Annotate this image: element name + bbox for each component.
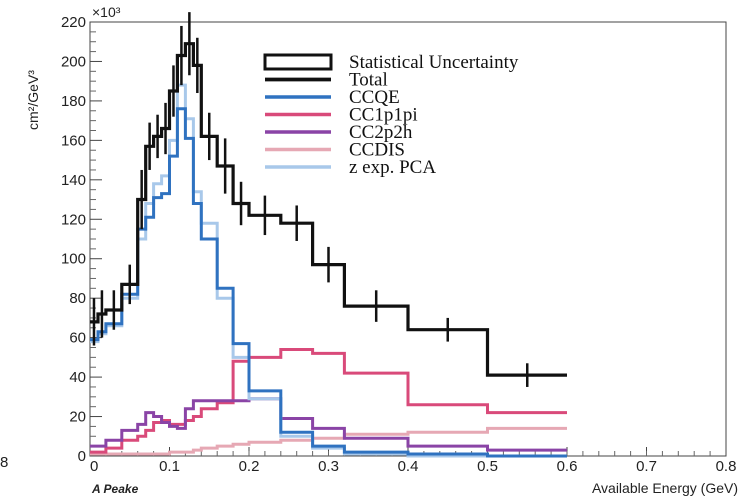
y-tick-label: 200 — [61, 53, 86, 70]
error-bars — [92, 12, 529, 387]
series-total-line — [90, 42, 567, 377]
legend-label: CC2p2h — [349, 122, 413, 143]
legend-label: CC1p1pi — [349, 105, 418, 126]
x-tick-label: 0.4 — [398, 458, 419, 475]
x-tick-label: 0.6 — [557, 458, 578, 475]
y-multiplier: ×10³ — [92, 4, 121, 20]
x-tick-label: 0.7 — [636, 458, 657, 475]
legend-label: z exp. PCA — [349, 157, 436, 178]
series-ccqe-line — [90, 107, 567, 458]
y-tick-label: 100 — [61, 251, 86, 268]
legend-label: CCDIS — [349, 140, 405, 161]
edge-label: 8 — [0, 454, 8, 471]
legend-label: Statistical Uncertainty — [349, 52, 519, 73]
x-tick-label: 0.8 — [716, 458, 737, 475]
axis-ticks: 0 0.1 0.2 0.3 0.4 0.5 0.6 0.7 0.8 0 20 40 60 80 100 120… — [61, 14, 736, 475]
y-tick-label: 60 — [69, 330, 86, 347]
legend-label: CCQE — [349, 87, 400, 108]
y-tick-label: 120 — [61, 211, 86, 228]
legend-label: Total — [349, 70, 388, 91]
footnote-label: A Peake — [91, 482, 139, 496]
y-tick-label: 80 — [69, 290, 86, 307]
x-axis-label: Available Energy (GeV) — [592, 480, 738, 496]
series-cc1p1pi-line — [90, 348, 567, 454]
legend: Statistical UncertaintyTotalCCQECC1p1piC… — [263, 52, 519, 178]
y-tick-label: 180 — [61, 93, 86, 110]
y-tick-label: 160 — [61, 132, 86, 149]
y-tick-label: 140 — [61, 172, 86, 189]
y-tick-label: 0 — [78, 448, 86, 465]
x-tick-label: 0.1 — [159, 458, 180, 475]
y-tick-label: 20 — [69, 409, 86, 426]
y-tick-label: 220 — [61, 14, 86, 31]
y-axis-label: cm²/GeV³ — [25, 70, 41, 130]
y-tick-label: 40 — [69, 369, 86, 386]
series-cc2p2h-line — [90, 397, 567, 452]
series-lines — [90, 42, 567, 458]
x-tick-label: 0.3 — [318, 458, 339, 475]
x-tick-label: 0.2 — [239, 458, 260, 475]
x-tick-label: 0.5 — [477, 458, 498, 475]
x-tick-label: 0 — [90, 458, 98, 475]
legend-swatch — [263, 53, 333, 71]
